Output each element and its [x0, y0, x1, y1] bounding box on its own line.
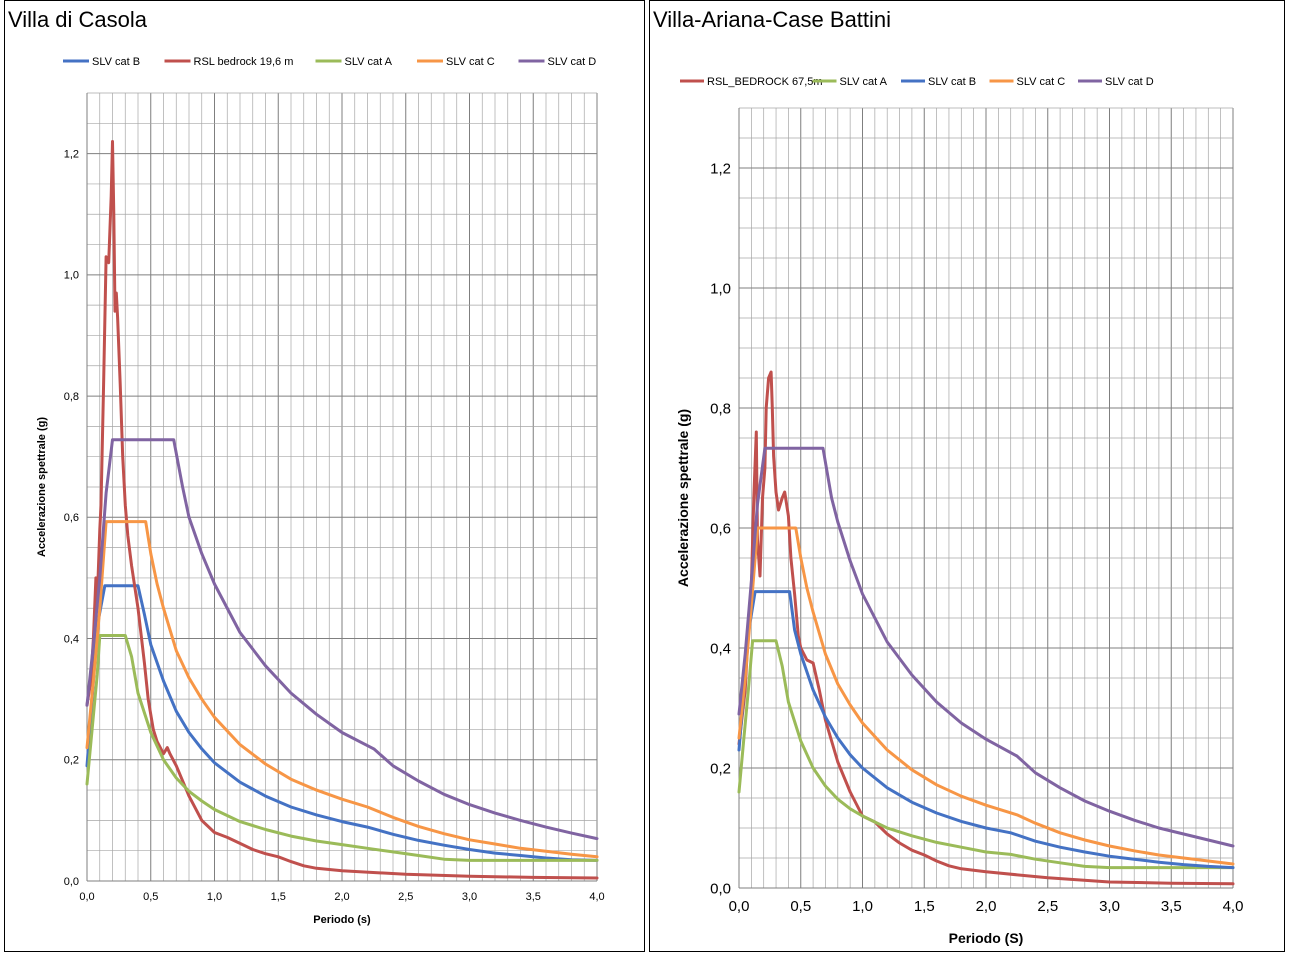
x-tick-label: 1,5	[271, 891, 286, 903]
x-tick-label: 2,0	[976, 898, 997, 915]
gridlines	[738, 107, 1234, 889]
legend-label: SLV cat A	[345, 56, 393, 68]
series-line-4	[85, 520, 599, 859]
series-line-2	[85, 140, 599, 880]
series-line-1	[737, 370, 1235, 886]
chart-panel-villa-ariana: Villa-Ariana-Case Battini 0,0 0,5 1,0 1,5 2,…	[649, 0, 1285, 952]
y-tick-label: 0,6	[710, 520, 731, 537]
legend: RSL_BEDROCK 67,5m SLV cat A SLV cat B SLV c…	[680, 76, 1154, 88]
gridlines	[86, 92, 598, 882]
x-tick-label: 2,5	[398, 891, 413, 903]
x-tick-label: 2,0	[334, 891, 349, 903]
y-tick-label: 1,0	[64, 270, 79, 282]
series-line-5	[85, 438, 599, 841]
legend-label: SLV cat C	[1017, 76, 1066, 88]
legend-label: SLV cat B	[928, 76, 976, 88]
y-tick-label: 1,0	[710, 280, 731, 297]
legend-label: RSL_BEDROCK 67,5m	[707, 76, 823, 88]
series-line-1	[85, 584, 599, 862]
y-tick-label: 0,0	[710, 880, 731, 897]
y-tick-label: 0,8	[64, 391, 79, 403]
chart-panel-villa-di-casola: Villa di Casola 0,0 0,5 1,0 1,5 2,0 2,5 3,0 3,5…	[4, 0, 645, 952]
x-tick-label: 1,0	[852, 898, 873, 915]
legend-label: SLV cat B	[92, 56, 140, 68]
x-tick-label: 4,0	[589, 891, 604, 903]
chart-title: Villa-Ariana-Case Battini	[653, 7, 892, 32]
x-tick-label: 0,0	[79, 891, 94, 903]
y-tick-label: 0,4	[710, 640, 731, 657]
y-tick-label: 0,8	[710, 400, 731, 417]
y-tick-label: 1,2	[710, 160, 731, 177]
x-tick-label: 4,0	[1223, 898, 1244, 915]
chart-svg: 0,0 0,5 1,0 1,5 2,0 2,5 3,0 3,5 4,0 0,0 0,2 0,4 0,6 0…	[36, 56, 605, 926]
y-tick-label: 0,2	[710, 760, 731, 777]
chart-title: Villa di Casola	[8, 7, 148, 32]
chart-svg: 0,0 0,5 1,0 1,5 2,0 2,5 3,0 3,5 4,0 0,0 0,2 0,4 0,6 0…	[675, 76, 1244, 946]
y-axis-title: Accelerazione spettrale (g)	[675, 409, 691, 587]
legend-label: SLV cat D	[548, 56, 597, 68]
x-tick-label: 1,0	[207, 891, 222, 903]
x-tick-label: 3,5	[1161, 898, 1182, 915]
x-tick-label: 3,0	[1099, 898, 1120, 915]
series-line-4	[737, 526, 1235, 866]
legend-label: SLV cat D	[1105, 76, 1154, 88]
y-tick-label: 1,2	[64, 148, 79, 160]
x-tick-label: 0,5	[143, 891, 158, 903]
legend-label: SLV cat A	[840, 76, 888, 88]
series-line-3	[85, 634, 599, 862]
series-line-2	[737, 639, 1235, 870]
series-line-5	[737, 446, 1235, 848]
y-tick-label: 0,6	[64, 512, 79, 524]
y-tick-label: 0,4	[64, 633, 79, 645]
x-tick-label: 1,5	[914, 898, 935, 915]
x-axis-title: Periodo (s)	[313, 914, 371, 926]
y-axis-title: Accelerazione spettrale (g)	[36, 417, 48, 557]
legend-label: SLV cat C	[446, 56, 495, 68]
x-tick-label: 0,5	[790, 898, 811, 915]
legend: SLV cat B RSL bedrock 19,6 m SLV cat A SLV …	[63, 56, 596, 68]
legend-label: RSL bedrock 19,6 m	[194, 56, 294, 68]
x-tick-label: 3,0	[462, 891, 477, 903]
x-tick-label: 3,5	[526, 891, 541, 903]
y-tick-label: 0,0	[64, 876, 79, 888]
y-tick-label: 0,2	[64, 755, 79, 767]
x-tick-label: 2,5	[1037, 898, 1058, 915]
x-tick-label: 0,0	[729, 898, 750, 915]
x-axis-title: Periodo (S)	[949, 930, 1024, 946]
series-line-3	[737, 590, 1235, 870]
